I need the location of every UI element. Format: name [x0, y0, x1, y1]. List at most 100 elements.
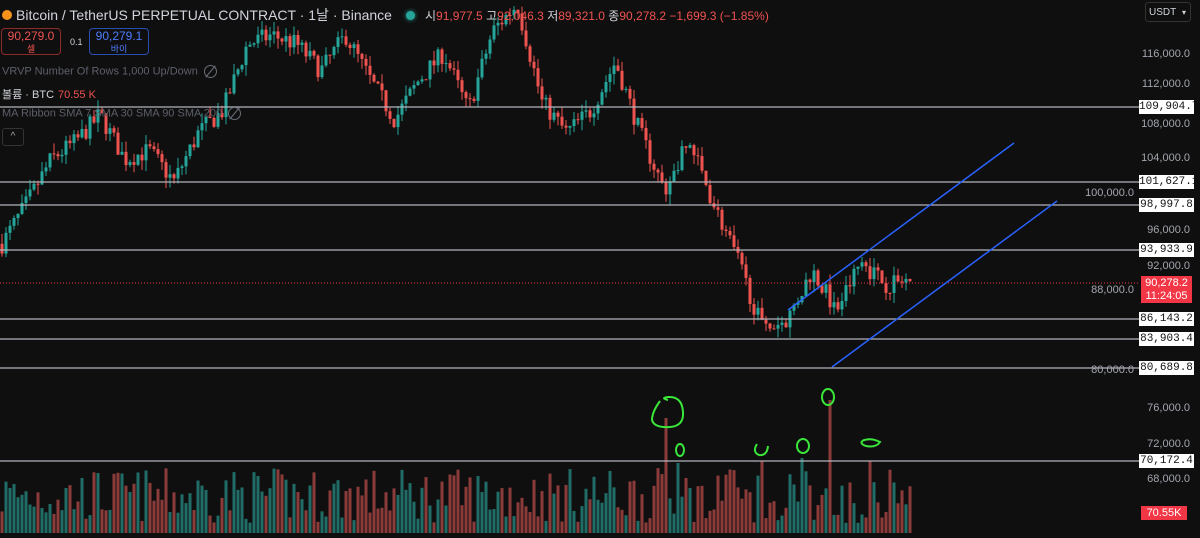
level-price-label[interactable]: 98,997.8 [1139, 198, 1194, 212]
candle-body [52, 153, 56, 155]
volume-bar [692, 521, 696, 533]
volume-bar [244, 518, 248, 533]
volume-bar [564, 484, 568, 533]
volume-indicator[interactable]: 볼륨 · BTC 70.55 K [2, 89, 96, 101]
volume-bar [908, 486, 912, 533]
sell-button[interactable]: 90,279.0 셀 [1, 28, 61, 55]
candle-body [200, 123, 204, 131]
symbol-title[interactable]: Bitcoin / TetherUS PERPETUAL CONTRACT · … [16, 7, 392, 23]
candle-body [880, 270, 884, 284]
volume-bar [312, 472, 316, 533]
volume-bar [832, 514, 836, 533]
candle-body [356, 44, 360, 54]
candle-body [164, 162, 168, 178]
level-price-label[interactable]: 83,903.4 [1139, 332, 1194, 346]
candle-body [120, 151, 124, 155]
candle-body [676, 170, 680, 172]
candle-body [112, 128, 116, 133]
currency-select[interactable]: USDT ▾ [1145, 2, 1191, 22]
level-price-label[interactable]: 80,689.8 [1139, 361, 1194, 375]
volume-bar [904, 504, 908, 533]
candle-body [824, 284, 828, 293]
volume-bar [892, 482, 896, 533]
volume-bar [560, 521, 564, 533]
candle-body [108, 128, 112, 134]
channel-upper-line [787, 142, 1015, 311]
candle-body [896, 275, 900, 282]
chevron-down-icon: ▾ [1181, 8, 1186, 17]
candle-body [60, 154, 64, 157]
volume-bar [700, 485, 704, 533]
vrvp-indicator[interactable]: VRVP Number Of Rows 1,000 Up/Down [2, 65, 217, 78]
volume-bar [640, 494, 644, 533]
volume-bar [368, 512, 372, 533]
volume-bar [428, 505, 432, 533]
candle-body [232, 74, 236, 94]
volume-bar [716, 475, 720, 533]
volume-bar [376, 508, 380, 533]
level-price-label[interactable]: 86,143.2 [1139, 312, 1194, 326]
candle-body [872, 267, 876, 280]
volume-bar [664, 418, 668, 533]
annotation-circle [650, 395, 685, 429]
candle-body [644, 127, 648, 141]
price-tick-label: 80,000.0 [1091, 364, 1134, 376]
candle-body [0, 243, 4, 254]
candle-body [524, 30, 528, 47]
volume-bar [320, 511, 324, 533]
volume-bar [636, 520, 640, 533]
ma-ribbon-indicator[interactable]: MA Ribbon SMA 7 SMA 30 SMA 90 SMA 200 [2, 107, 242, 120]
level-price-label[interactable]: 70,172.4 [1139, 454, 1194, 468]
annotation-circle [860, 438, 882, 448]
candle-body [596, 104, 600, 114]
hidden-eye-icon[interactable] [203, 65, 217, 78]
volume-bar [592, 476, 596, 533]
candle-body [360, 53, 364, 59]
candle-body [224, 92, 228, 118]
candle-body [576, 119, 580, 121]
candle-body [520, 13, 524, 31]
buy-button[interactable]: 90,279.1 바이 [89, 28, 149, 55]
candle-body [280, 38, 284, 42]
candle-body [128, 162, 132, 166]
volume-bar [196, 480, 200, 533]
candle-body [616, 65, 620, 71]
candle-body [292, 34, 296, 48]
candle-body [400, 103, 404, 115]
candle-body [768, 323, 772, 329]
level-price-label[interactable]: 93,933.9 [1139, 243, 1194, 257]
candle-body [600, 92, 604, 105]
volume-bar [64, 488, 68, 533]
volume-bar [732, 470, 736, 533]
price-tick-label: 68,000.0 [1147, 473, 1190, 485]
volume-bar [444, 505, 448, 533]
volume-bar [184, 503, 188, 533]
volume-bar [440, 481, 444, 533]
volume-bar [104, 510, 108, 533]
symbol-header: Bitcoin / TetherUS PERPETUAL CONTRACT · … [2, 5, 769, 25]
collapse-indicators-button[interactable]: ^ [2, 128, 24, 146]
volume-bar [520, 497, 524, 533]
candle-body [904, 278, 908, 283]
spread-value: 0.1 [70, 37, 83, 47]
volume-bar [52, 513, 56, 533]
candle-body [428, 60, 432, 80]
candle-body [432, 60, 436, 66]
level-price-label[interactable]: 101,627.1 [1139, 175, 1199, 189]
candle-body [396, 114, 400, 128]
volume-bar [888, 469, 892, 533]
volume-bar [872, 482, 876, 533]
volume-bar [612, 487, 616, 533]
volume-bar [644, 522, 648, 533]
candle-body [76, 134, 80, 138]
level-price-label[interactable]: 109,904.7 [1139, 100, 1199, 114]
candle-body [288, 36, 292, 48]
volume-bar [256, 475, 260, 533]
volume-bar [756, 475, 760, 533]
volume-bar [144, 470, 148, 533]
candle-body [792, 304, 796, 311]
candle-body [320, 65, 324, 78]
hidden-eye-icon[interactable] [228, 107, 242, 120]
candle-body [780, 322, 784, 325]
